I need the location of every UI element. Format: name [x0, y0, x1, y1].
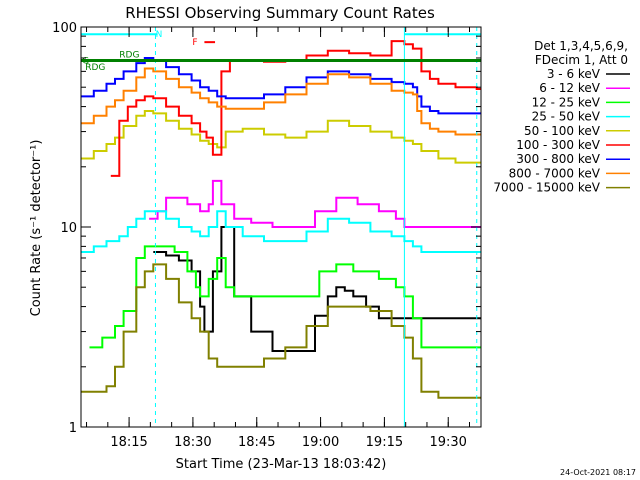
- x-tick-label-5: 19:30: [429, 435, 466, 450]
- series-line-6-12-kev: [149, 179, 481, 228]
- ticks-layer: 1 10 100 18:15 18:30 18:45 19:00 19:15 19:30: [52, 21, 481, 450]
- legend-label-6: 300 - 800 keV: [516, 152, 600, 166]
- x-tick-label-4: 19:15: [366, 435, 403, 450]
- x-tick-label-0: 18:15: [110, 435, 147, 450]
- series-line-7000-15000-kev: [81, 263, 481, 399]
- legend: Det 1,3,4,5,6,9, FDecim 1, Att 0 3 - 6 k…: [493, 39, 630, 195]
- flag-label-rdg: RDG: [69, 56, 89, 66]
- legend-header-line-2: FDecim 1, Att 0: [535, 53, 628, 67]
- overlay-layer: NFRDGRDGRDG: [69, 27, 481, 427]
- y-axis-label: Count Rate (s⁻¹ detector⁻¹): [29, 140, 44, 317]
- flag-label-rdg-1: RDG: [85, 63, 105, 73]
- flag-label-n: N: [156, 30, 163, 40]
- x-tick-label-2: 18:45: [238, 435, 275, 450]
- legend-label-7: 800 - 7000 keV: [509, 166, 601, 180]
- x-tick-label-1: 18:30: [174, 435, 211, 450]
- y-tick-label-2: 100: [52, 21, 77, 36]
- x-tick-label-3: 19:00: [302, 435, 339, 450]
- legend-label-5: 100 - 300 keV: [516, 138, 600, 152]
- legend-label-8: 7000 - 15000 keV: [493, 181, 600, 195]
- legend-header-line-1: Det 1,3,4,5,6,9,: [534, 39, 628, 53]
- series-line-300-800-kev: [81, 57, 481, 115]
- y-tick-label-0: 1: [69, 421, 77, 436]
- x-axis-label: Start Time (23-Mar-13 18:03:42): [176, 457, 387, 472]
- chart-title: RHESSI Observing Summary Count Rates: [125, 4, 435, 22]
- legend-label-0: 3 - 6 keV: [547, 67, 601, 81]
- legend-label-3: 25 - 50 keV: [532, 110, 601, 124]
- series-line-50-100-kev: [81, 110, 481, 164]
- flag-label-f: F: [192, 38, 197, 48]
- y-tick-label-1: 10: [60, 221, 77, 236]
- legend-label-2: 12 - 25 keV: [532, 95, 601, 109]
- flag-label-rdg-0: RDG: [119, 50, 139, 60]
- series-line-800-7000-kev: [81, 67, 481, 136]
- legend-label-4: 50 - 100 keV: [524, 124, 601, 138]
- legend-label-1: 6 - 12 keV: [539, 81, 601, 95]
- generation-timestamp: 24-Oct-2021 08:17: [560, 468, 636, 477]
